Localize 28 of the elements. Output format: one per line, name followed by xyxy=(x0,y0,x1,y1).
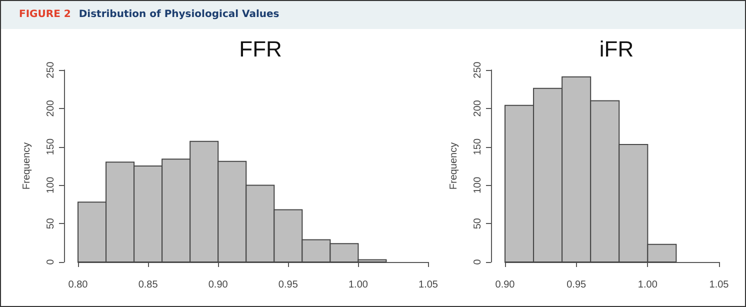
x-tick-label: 1.05 xyxy=(418,280,438,290)
x-tick-label: 1.00 xyxy=(638,280,658,290)
y-tick-label: 100 xyxy=(472,176,484,194)
y-tick-label: 0 xyxy=(472,258,484,265)
y-tick-label: 50 xyxy=(46,218,56,230)
chart-title: FFR xyxy=(239,36,282,62)
x-tick-label: 0.85 xyxy=(138,280,158,290)
text: Distribution of Physiological Values xyxy=(78,9,280,20)
y-tick-label: 150 xyxy=(46,138,56,156)
x-tick-label: 1.00 xyxy=(348,280,368,290)
y-axis-title: Frequency xyxy=(22,142,32,190)
x-tick-label: 1.05 xyxy=(709,280,730,290)
x-tick-label: 0.80 xyxy=(68,280,88,290)
caption: FIGURE 2 xyxy=(19,9,71,20)
y-axis-title: Frequency xyxy=(448,142,460,190)
chart-title: iFR xyxy=(599,36,634,62)
y-tick-label: 250 xyxy=(472,61,484,78)
y-tick-label: 0 xyxy=(46,258,56,265)
y-tick-label: 200 xyxy=(46,100,56,117)
y-tick-label: 100 xyxy=(46,176,56,194)
x-tick-label: 0.95 xyxy=(566,280,586,290)
x-tick-label: 0.90 xyxy=(495,280,516,290)
y-tick-label: 200 xyxy=(472,100,484,117)
y-tick-label: 250 xyxy=(46,61,56,78)
y-tick-label: 50 xyxy=(472,218,484,230)
x-tick-label: 0.95 xyxy=(278,280,298,290)
y-tick-label: 150 xyxy=(472,138,484,156)
x-tick-label: 0.90 xyxy=(208,280,228,290)
